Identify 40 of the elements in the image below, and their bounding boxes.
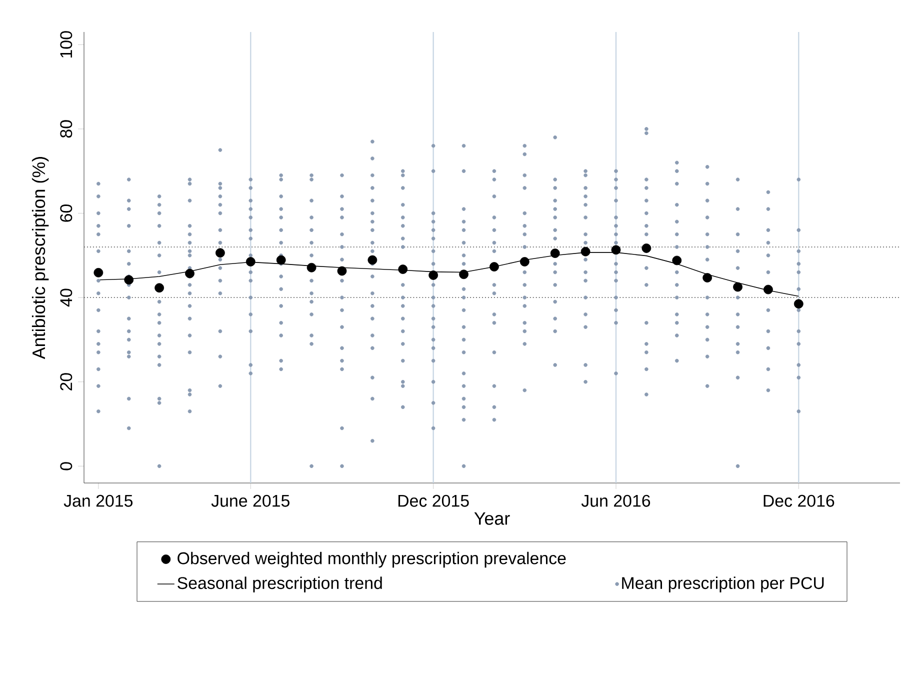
legend-label: Observed weighted monthly prescription prevalence	[178, 552, 566, 568]
x-tick-label: Jan 2015	[64, 494, 133, 507]
y-tick-label: 80	[60, 120, 72, 138]
point	[764, 284, 773, 294]
legend-label: Mean prescription per PCU	[622, 576, 824, 592]
y-tick-label: 60	[60, 204, 72, 222]
legend-label: Seasonal prescription trend	[178, 576, 382, 592]
point	[368, 255, 378, 265]
y-tick-label: 20	[60, 373, 72, 390]
point	[398, 264, 408, 274]
x-axis-title: Year	[474, 512, 510, 525]
x-tick-label: Dec 2016	[764, 494, 834, 507]
point	[94, 268, 104, 278]
point	[611, 245, 621, 255]
point	[490, 262, 499, 272]
point	[702, 273, 712, 282]
y-axis-title: Antibiotic prescription (%)	[32, 156, 49, 360]
x-tick-label: Dec 2015	[398, 494, 469, 507]
point	[733, 282, 742, 292]
x-tick-label: Jun 2016	[581, 494, 650, 507]
y-tick-label: 40	[60, 288, 72, 307]
point	[276, 255, 286, 265]
point	[337, 266, 347, 276]
y-tick-label: 0	[60, 462, 72, 470]
point	[550, 248, 560, 258]
point	[580, 246, 590, 256]
point	[672, 256, 682, 266]
point	[794, 299, 804, 309]
x-tick-label: June 2015	[211, 494, 290, 507]
point	[185, 268, 194, 278]
point	[306, 262, 316, 272]
point	[216, 248, 225, 258]
point	[154, 283, 164, 293]
y-tick-label: 100	[60, 31, 72, 58]
point	[642, 244, 652, 253]
point	[459, 270, 468, 280]
point	[428, 270, 438, 280]
point	[520, 257, 530, 266]
point	[124, 275, 134, 285]
point	[246, 257, 256, 266]
